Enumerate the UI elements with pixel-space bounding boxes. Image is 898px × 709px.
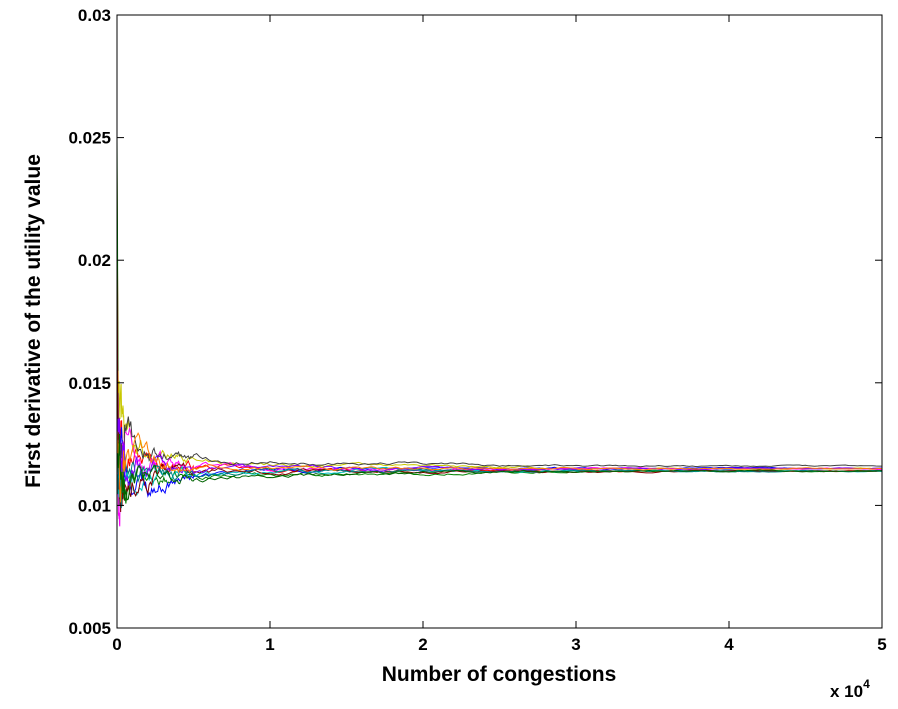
plot-area <box>117 15 882 628</box>
x-tick-label-2: 2 <box>418 635 427 654</box>
x-tick-label-1: 1 <box>265 635 274 654</box>
x-tick-label-3: 3 <box>571 635 580 654</box>
plot-frame <box>116 14 883 629</box>
x-tick-label-0: 0 <box>112 635 121 654</box>
x-tick-label-4: 4 <box>724 635 734 654</box>
y-axis-label: First derivative of the utility value <box>22 154 45 488</box>
series-line-6 <box>116 416 883 468</box>
series-line-11 <box>116 434 883 501</box>
ticks-layer: 0 1 2 3 4 5 0.005 0.01 0.015 0.02 0.025 0.03 <box>68 6 886 654</box>
series-layer <box>116 137 883 527</box>
y-tick-label-3: 0.02 <box>78 251 111 270</box>
x-multiplier-exponent: 4 <box>863 677 870 691</box>
x-multiplier-label: x 104 <box>830 677 870 701</box>
series-line-10 <box>116 431 883 503</box>
y-tick-label-5: 0.03 <box>78 6 111 25</box>
x-multiplier-base: x 10 <box>830 682 863 701</box>
y-tick-label-4: 0.025 <box>68 129 111 148</box>
y-tick-label-0: 0.005 <box>68 619 111 638</box>
x-tick-label-5: 5 <box>877 635 886 654</box>
y-tick-label-2: 0.015 <box>68 374 111 393</box>
y-tick-label-1: 0.01 <box>78 496 111 515</box>
x-axis-label: Number of congestions <box>382 663 617 686</box>
